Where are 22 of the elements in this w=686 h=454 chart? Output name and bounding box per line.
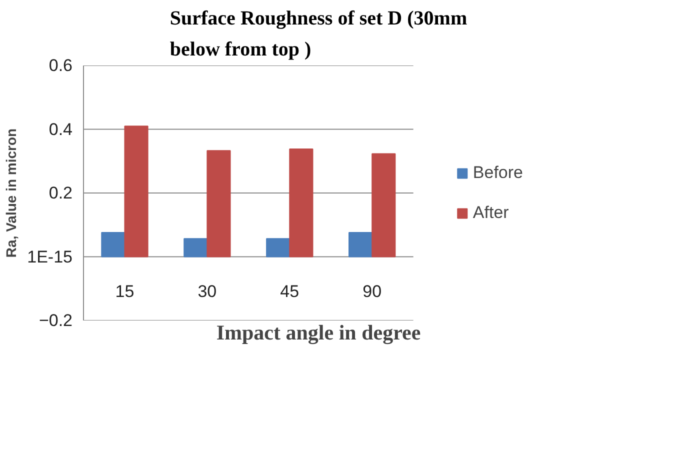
y-tick-label: 0.2 — [48, 184, 73, 202]
bar — [348, 232, 373, 258]
legend-label: Before — [472, 162, 523, 182]
y-tick-label: −0.2 — [38, 311, 72, 330]
x-tick-label: 45 — [280, 282, 300, 301]
x-tick-label: 30 — [198, 282, 217, 301]
x-tick-label: 15 — [115, 282, 134, 301]
bar — [184, 238, 208, 258]
x-axis-title: Impact angle in degree — [216, 320, 421, 344]
bar — [206, 150, 231, 258]
bar — [101, 232, 126, 258]
bar — [289, 148, 314, 258]
y-tick-label: 0.4 — [48, 120, 73, 139]
chart-title: Surface Roughness of set D (30mm below from top ) — [170, 8, 468, 60]
x-tick-label: 90 — [362, 282, 382, 301]
y-tick-label: 0.6 — [48, 56, 73, 75]
y-tick-label: 1E-15 — [27, 247, 73, 266]
bar — [372, 153, 396, 258]
bar — [266, 238, 290, 258]
y-axis-title: Ra, Value in micron — [3, 128, 20, 258]
bar — [124, 126, 148, 258]
legend-label: After — [472, 202, 509, 222]
